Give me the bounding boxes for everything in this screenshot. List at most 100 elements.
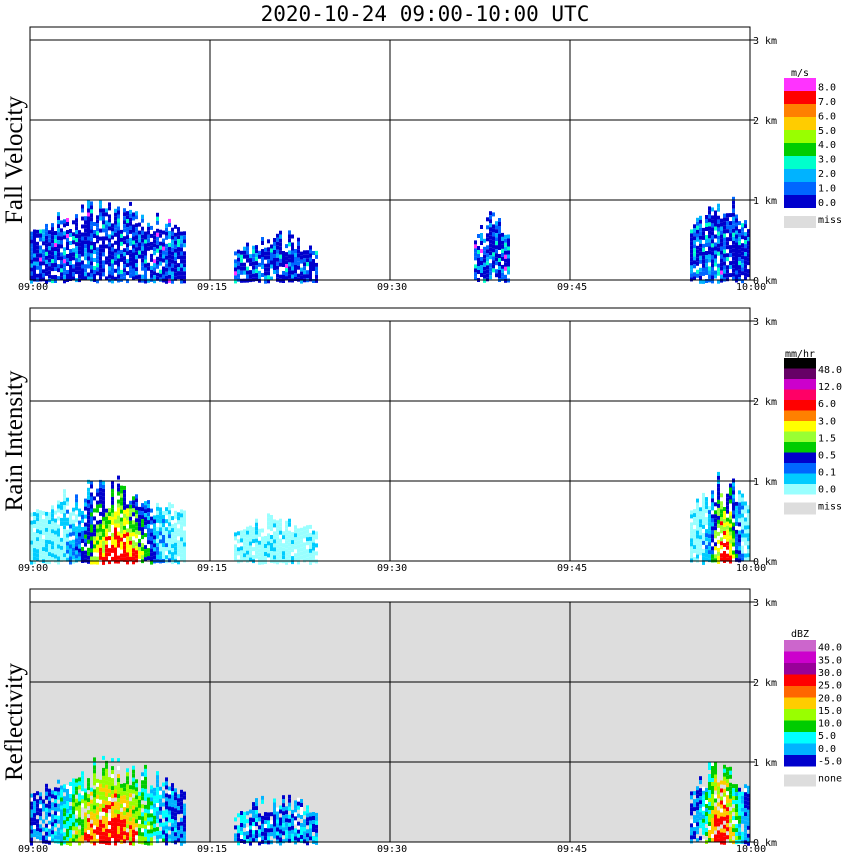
echo-cell bbox=[123, 276, 126, 281]
echo-cell bbox=[744, 232, 747, 237]
echo-cell bbox=[81, 779, 84, 784]
echo-cell bbox=[237, 813, 240, 818]
echo-cell bbox=[243, 811, 246, 816]
echo-cell bbox=[156, 272, 159, 277]
echo-cell bbox=[69, 556, 72, 561]
echo-cell bbox=[75, 222, 78, 227]
echo-cell bbox=[171, 528, 174, 533]
echo-cell bbox=[177, 834, 180, 839]
echo-cell bbox=[99, 276, 102, 281]
echo-cell bbox=[309, 828, 312, 833]
echo-cell bbox=[102, 208, 105, 213]
echo-cell bbox=[303, 811, 306, 816]
echo-cell bbox=[183, 807, 186, 812]
echo-cell bbox=[69, 782, 72, 786]
echo-cell bbox=[240, 819, 243, 823]
echo-cell bbox=[159, 519, 162, 524]
echo-cell bbox=[156, 811, 159, 816]
echo-cell bbox=[714, 834, 717, 839]
echo-cell bbox=[714, 518, 717, 523]
echo-cell bbox=[51, 251, 54, 256]
echo-cell bbox=[48, 804, 51, 809]
echo-cell bbox=[153, 831, 156, 836]
echo-cell bbox=[135, 263, 138, 268]
echo-cell bbox=[60, 809, 63, 814]
echo-cell bbox=[699, 531, 702, 536]
echo-cell bbox=[156, 775, 159, 780]
echo-cell bbox=[90, 217, 93, 222]
echo-cell bbox=[141, 792, 144, 797]
echo-cell bbox=[240, 258, 243, 263]
echo-cell bbox=[102, 264, 105, 269]
echo-cell bbox=[183, 510, 186, 515]
echo-cell bbox=[738, 554, 741, 559]
echo-cell bbox=[285, 276, 288, 281]
echo-cell bbox=[264, 812, 267, 817]
echo-cell bbox=[36, 807, 39, 812]
echo-cell bbox=[102, 224, 105, 229]
echo-cell bbox=[705, 251, 708, 255]
echo-cell bbox=[159, 257, 162, 262]
echo-cell bbox=[93, 250, 96, 254]
echo-cell bbox=[234, 275, 237, 280]
echo-cell bbox=[36, 525, 39, 530]
echo-cell bbox=[732, 268, 735, 273]
echo-cell bbox=[66, 270, 69, 274]
echo-cell bbox=[96, 247, 99, 252]
echo-cell bbox=[180, 833, 183, 838]
echo-cell bbox=[171, 827, 174, 832]
echo-cell bbox=[255, 818, 258, 823]
echo-cell bbox=[705, 505, 708, 510]
echo-cell bbox=[183, 550, 186, 555]
echo-cell bbox=[96, 806, 99, 811]
echo-cell bbox=[717, 515, 720, 520]
echo-cell bbox=[741, 521, 744, 526]
echo-cell bbox=[66, 809, 69, 813]
echo-cell bbox=[111, 480, 114, 485]
echo-cell bbox=[738, 253, 741, 258]
echo-cell bbox=[36, 803, 39, 808]
echo-cell bbox=[120, 505, 123, 510]
echo-cell bbox=[114, 785, 117, 790]
echo-cell bbox=[51, 509, 54, 514]
echo-cell bbox=[90, 484, 93, 489]
echo-cell bbox=[240, 831, 243, 835]
echo-cell bbox=[81, 771, 84, 776]
echo-cell bbox=[711, 247, 714, 252]
echo-cell bbox=[45, 519, 48, 524]
echo-cell bbox=[507, 262, 510, 267]
echo-cell bbox=[99, 831, 102, 836]
plot-frame bbox=[29, 26, 751, 281]
echo-cell bbox=[291, 560, 294, 565]
echo-cell bbox=[183, 795, 186, 800]
echo-cell bbox=[75, 250, 78, 255]
echo-cell bbox=[81, 547, 84, 551]
echo-cell bbox=[99, 212, 102, 217]
echo-cell bbox=[93, 833, 96, 838]
echo-cell bbox=[699, 519, 702, 524]
echo-cell bbox=[69, 540, 72, 545]
echo-cell bbox=[102, 791, 105, 796]
echo-cell bbox=[705, 800, 708, 804]
echo-cell bbox=[132, 532, 135, 537]
echo-cell bbox=[90, 205, 93, 210]
echo-cell bbox=[99, 787, 102, 792]
echo-cell bbox=[240, 546, 243, 551]
echo-cell bbox=[306, 529, 309, 534]
echo-cell bbox=[729, 229, 732, 234]
echo-cell bbox=[117, 483, 120, 488]
echo-cell bbox=[708, 238, 711, 243]
colorbar-label: 7.0 bbox=[818, 97, 836, 108]
echo-cell bbox=[744, 268, 747, 273]
echo-cell bbox=[90, 516, 93, 521]
echo-cell bbox=[30, 247, 33, 252]
echo-cell bbox=[246, 246, 249, 251]
echo-cell bbox=[135, 823, 138, 828]
echo-cell bbox=[114, 276, 117, 281]
echo-cell bbox=[714, 774, 717, 779]
echo-cell bbox=[81, 551, 84, 555]
echo-cell bbox=[90, 827, 93, 832]
echo-cell bbox=[174, 256, 177, 261]
echo-cell bbox=[30, 817, 33, 822]
echo-cell bbox=[246, 546, 249, 551]
